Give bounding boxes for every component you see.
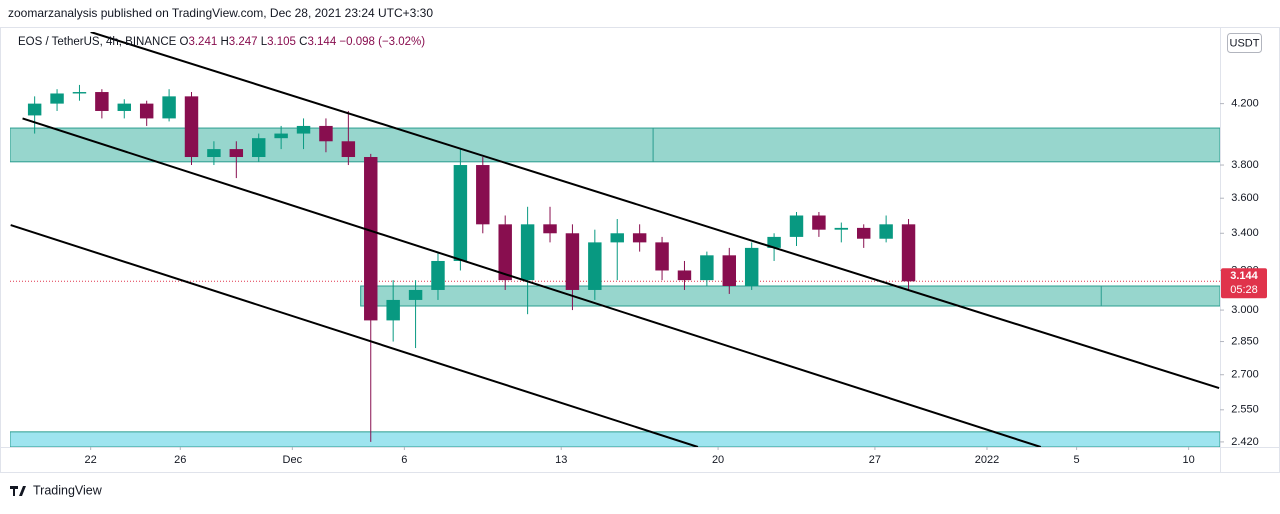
candle-body — [744, 247, 759, 287]
ohlc-value: 3.144 — [307, 36, 336, 48]
legend: EOS / TetherUS, 4h, BINANCE O3.241 H3.24… — [18, 36, 425, 48]
ohlc-key: C — [299, 36, 307, 48]
currency-button[interactable] — [1227, 33, 1262, 53]
candle-body — [655, 242, 669, 271]
candle-body — [184, 96, 199, 158]
x-tick-label: 5 — [1074, 454, 1080, 466]
candle-body — [117, 103, 131, 111]
change: −0.098 — [339, 36, 375, 48]
candle-body — [364, 157, 378, 321]
candle-body — [162, 96, 176, 119]
candle-body — [95, 92, 109, 111]
candle-body — [296, 125, 311, 134]
candle-body — [901, 224, 916, 282]
zone — [10, 431, 1220, 447]
y-tick-label: 2.550 — [1231, 404, 1259, 416]
trend-line — [10, 224, 699, 447]
candle-body — [72, 92, 87, 94]
candle-body — [588, 242, 602, 290]
y-tick-label: 3.800 — [1231, 159, 1259, 171]
candle-body — [543, 224, 557, 234]
ohlc-value: 3.247 — [229, 36, 258, 48]
candle-body — [319, 125, 333, 142]
candle-body — [789, 215, 804, 237]
x-tick-label: 10 — [1183, 454, 1195, 466]
candle-body — [27, 103, 42, 116]
candle-body — [610, 233, 624, 243]
candle-body — [50, 93, 64, 104]
candle-body — [386, 299, 400, 321]
candle-body — [431, 260, 445, 290]
zone — [360, 285, 1220, 307]
candle-body — [498, 224, 512, 281]
price-tag — [1221, 268, 1267, 299]
published-line: zoomarzanalysis published on TradingView… — [8, 6, 433, 20]
candle-body — [700, 255, 714, 281]
candle-body — [408, 289, 423, 300]
trend-line — [90, 32, 1220, 390]
plot — [10, 32, 1220, 447]
trend-line — [22, 117, 1042, 447]
candle-body — [453, 165, 468, 261]
y-tick-label: 3.400 — [1231, 227, 1259, 239]
ohlc-key: H — [220, 36, 228, 48]
candle-body — [632, 233, 647, 243]
candle-body — [139, 103, 154, 119]
x-tick-label: 27 — [869, 454, 881, 466]
price-tag-countdown: 05:28 — [1230, 284, 1258, 296]
candle-body — [229, 149, 244, 158]
ohlc-key: O — [180, 36, 189, 48]
candle-body — [834, 227, 849, 230]
x-tick-label: 6 — [401, 454, 407, 466]
brand: TradingView — [33, 483, 103, 497]
y-tick-label: 2.850 — [1231, 335, 1259, 347]
candle-body — [252, 138, 266, 158]
ohlc-value: 3.241 — [188, 36, 217, 48]
y-tick-label: 2.420 — [1231, 436, 1259, 448]
y-tick-label: 3.000 — [1231, 304, 1259, 316]
y-tick-label: 4.200 — [1231, 98, 1259, 110]
ohlc-key: L — [261, 36, 268, 48]
candle-body — [274, 133, 288, 139]
brand-logo — [10, 486, 26, 496]
x-tick-label: 13 — [555, 454, 567, 466]
x-tick-label: 2022 — [975, 454, 999, 466]
ohlc-value: 3.105 — [267, 36, 296, 48]
candle-body — [857, 227, 871, 239]
x-tick-label: 20 — [712, 454, 724, 466]
candle-body — [565, 233, 580, 290]
currency[interactable]: USDT — [1230, 37, 1260, 49]
candle-body — [207, 149, 221, 158]
price-tag-value: 3.144 — [1230, 270, 1258, 282]
symbol: EOS / TetherUS, 4h, BINANCE — [18, 36, 177, 48]
candle-body — [879, 224, 893, 239]
change-pct: (−3.02%) — [378, 36, 425, 48]
candle-body — [341, 141, 356, 158]
candle-body — [677, 270, 692, 281]
x-tick-label: Dec — [283, 454, 303, 466]
candle-body — [767, 236, 781, 248]
candle-body — [722, 255, 736, 287]
candle-body — [520, 224, 535, 281]
x-tick-label: 22 — [85, 454, 97, 466]
x-tick-label: 26 — [174, 454, 186, 466]
candle-body — [476, 165, 490, 225]
candle-body — [812, 215, 826, 230]
y-tick-label: 3.600 — [1231, 192, 1259, 204]
y-tick-label: 2.700 — [1231, 369, 1259, 381]
